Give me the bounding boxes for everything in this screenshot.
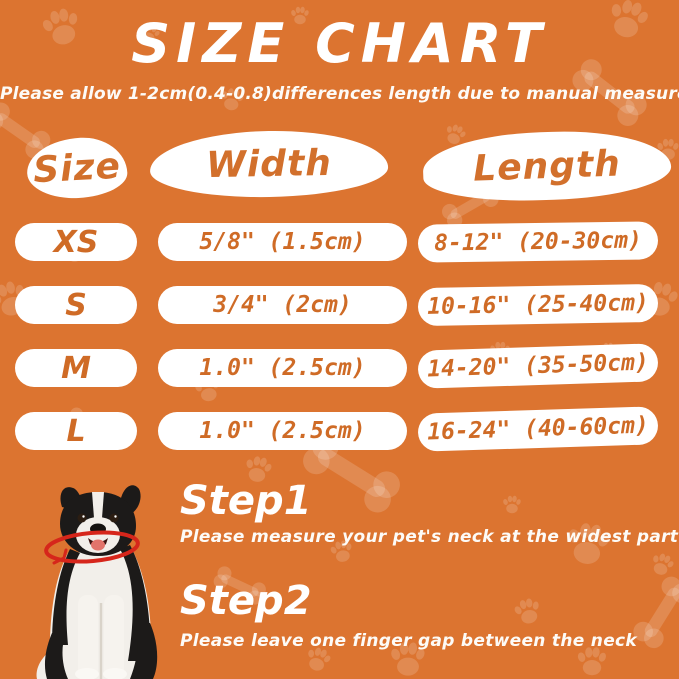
row-s-width-pill: 3/4" (2cm)	[158, 286, 407, 324]
row-m-length-pill: 14-20" (35-50cm)	[417, 343, 659, 389]
column-header-size-label: Size	[32, 145, 122, 191]
row-m-width-pill: 1.0" (2.5cm)	[158, 349, 407, 387]
row-l-width-pill: 1.0" (2.5cm)	[158, 412, 407, 450]
step2-text: Please leave one finger gap between the …	[180, 631, 638, 651]
step1-heading: Step1	[180, 478, 312, 524]
page-subtitle: Please allow 1-2cm(0.4-0.8)differences l…	[0, 84, 679, 104]
row-xs-width-pill: 5/8" (1.5cm)	[158, 223, 407, 261]
dog-photo	[36, 485, 158, 679]
column-header-width-label: Width	[205, 142, 333, 186]
step2-heading: Step2	[180, 578, 312, 624]
measuring-ring-icon	[44, 530, 140, 565]
page-title: SIZE CHART	[131, 12, 548, 75]
row-s-length-pill: 10-16" (25-40cm)	[417, 283, 659, 327]
row-l-size-pill: L	[15, 412, 137, 450]
row-l-length-pill: 16-24" (40-60cm)	[417, 406, 659, 452]
row-xs-length-pill: 8-12" (20-30cm)	[417, 221, 659, 263]
step1-text: Please measure your pet's neck at the wi…	[180, 527, 679, 547]
row-xs-size-pill: XS	[15, 223, 137, 261]
row-s-size-pill: S	[15, 286, 137, 324]
column-header-length-label: Length	[472, 142, 622, 190]
row-m-size-pill: M	[15, 349, 137, 387]
